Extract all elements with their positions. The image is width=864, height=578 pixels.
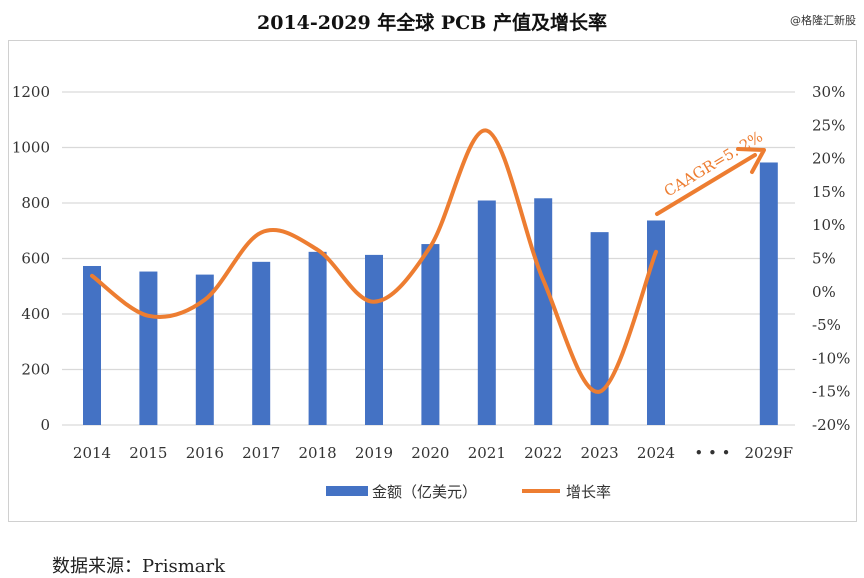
left-tick-label: 600 — [21, 250, 50, 268]
bar-2020 — [421, 244, 439, 425]
right-tick-label: 5% — [812, 250, 836, 268]
right-tick-label: 25% — [812, 116, 845, 134]
bar-2017 — [252, 262, 270, 425]
x-tick-label: 2020 — [411, 444, 449, 462]
x-tick-label: 2016 — [186, 444, 224, 462]
x-tick-label: 2019 — [355, 444, 393, 462]
right-tick-label: -5% — [812, 316, 841, 334]
left-tick-label: 400 — [21, 305, 50, 323]
legend-line-label: 增长率 — [566, 483, 611, 501]
x-tick-label: 2024 — [637, 444, 675, 462]
right-tick-label: -20% — [812, 416, 850, 434]
left-tick-label: 1200 — [12, 83, 50, 101]
left-tick-label: 200 — [21, 361, 50, 379]
left-tick-label: 0 — [40, 416, 50, 434]
x-tick-label: 2017 — [242, 444, 280, 462]
bar-2015 — [139, 272, 157, 425]
x-tick-label: 2015 — [129, 444, 167, 462]
bar-2022 — [534, 198, 552, 425]
x-tick-label: 2022 — [524, 444, 562, 462]
bar-2029F — [760, 162, 778, 425]
right-tick-label: 0% — [812, 283, 836, 301]
legend-bar-label: 金额（亿美元） — [372, 483, 477, 501]
bar-2016 — [196, 275, 214, 425]
bar-2023 — [591, 232, 609, 425]
right-tick-label: 10% — [812, 216, 845, 234]
right-tick-label: 30% — [812, 83, 845, 101]
x-tick-label: • • • — [694, 444, 730, 462]
bar-2018 — [309, 252, 327, 425]
source-note: 数据来源：Prismark — [52, 552, 225, 578]
x-tick-label: 2018 — [299, 444, 337, 462]
legend-bar-swatch — [326, 486, 368, 496]
right-tick-label: 20% — [812, 150, 845, 168]
left-tick-label: 1000 — [12, 139, 50, 157]
left-tick-label: 800 — [21, 194, 50, 212]
bar-2014 — [83, 266, 101, 425]
x-tick-label: 2029F — [745, 444, 794, 462]
bar-2019 — [365, 255, 383, 425]
right-tick-label: -15% — [812, 383, 850, 401]
right-tick-label: -10% — [812, 349, 850, 367]
bar-2021 — [478, 201, 496, 425]
right-tick-label: 15% — [812, 183, 845, 201]
x-tick-label: 2021 — [468, 444, 506, 462]
cagr-annotation: CAAGR=5. 2% — [661, 127, 766, 200]
chart: 0 200 400 600 800 1000 1200 -20% -15% -10% -5% 0% 5%… — [0, 0, 864, 540]
x-tick-label: 2014 — [73, 444, 111, 462]
x-tick-label: 2023 — [581, 444, 619, 462]
